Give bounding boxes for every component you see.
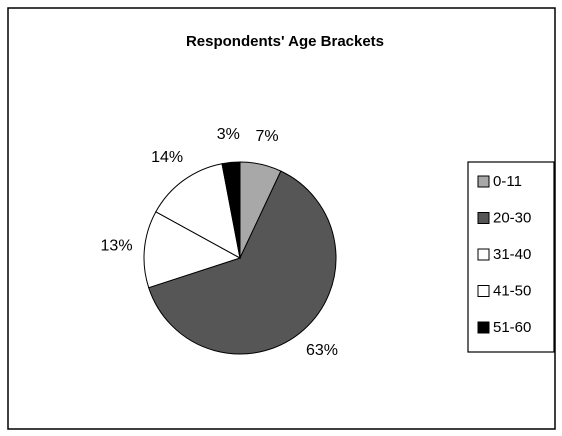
- pie-slice: [221, 161, 241, 259]
- legend-label: 31-40: [493, 246, 531, 263]
- legend-swatch: [477, 321, 490, 334]
- legend-swatch: [477, 285, 490, 297]
- legend-swatch: [477, 212, 490, 224]
- pie-slice: [155, 163, 241, 259]
- legend-swatch: [477, 248, 490, 261]
- chart-title: Respondents' Age Brackets: [186, 33, 384, 50]
- pie-slice: [148, 170, 337, 355]
- legend-label: 51-60: [493, 319, 531, 336]
- legend-label: 20-30: [493, 209, 531, 226]
- data-label: 63%: [306, 342, 338, 359]
- data-label: 7%: [255, 128, 278, 145]
- pie-slice: [143, 211, 242, 289]
- data-label: 3%: [217, 126, 240, 143]
- legend-swatch: [477, 175, 490, 188]
- data-label: 14%: [151, 149, 183, 166]
- legend-label: 41-50: [493, 282, 531, 299]
- legend-label: 0-11: [493, 173, 522, 190]
- data-label: 13%: [101, 238, 133, 255]
